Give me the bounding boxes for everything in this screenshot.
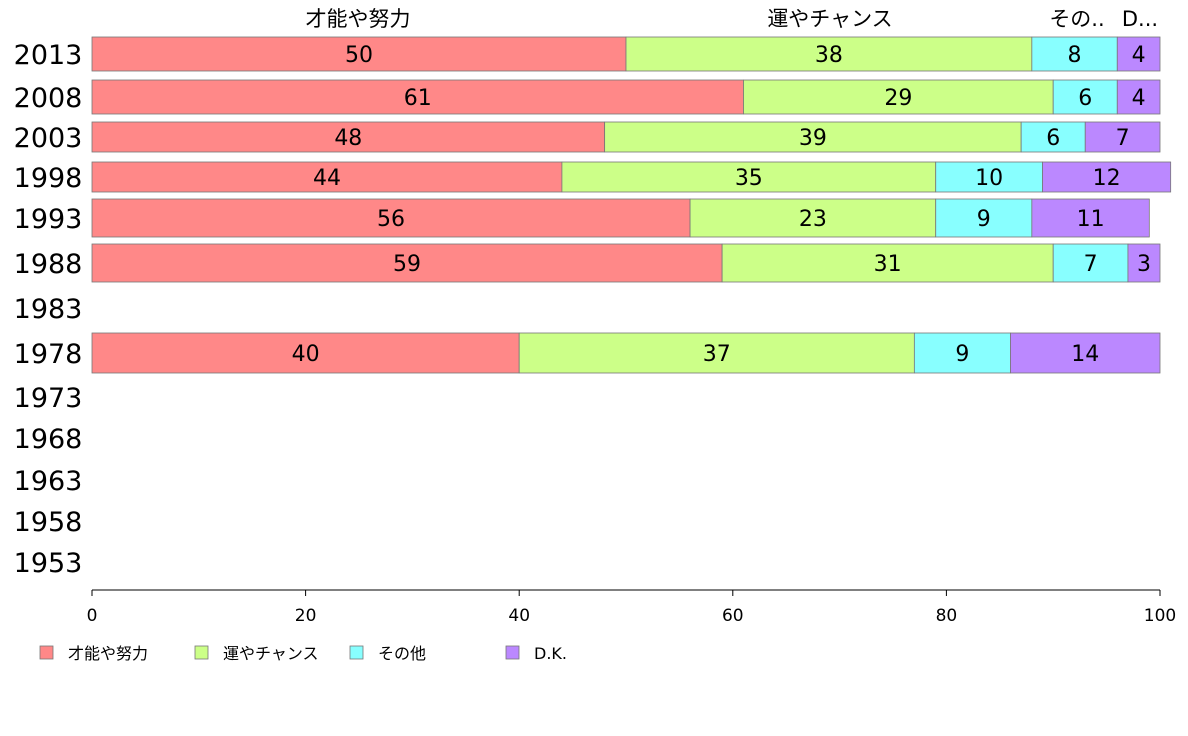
data-label-2003-series-3: 7 — [1116, 126, 1130, 151]
legend-label-1: 運やチャンス — [223, 644, 319, 663]
data-label-2013-series-0: 50 — [345, 43, 373, 68]
y-axis-labels: 2013 2008 2003 1998 1993 1988 1983 1978 1973 1968… — [14, 40, 83, 579]
legend-swatch-1 — [194, 645, 209, 660]
data-label-2008-series-0: 61 — [404, 86, 432, 111]
bar-1993-series-0 — [91, 198, 691, 238]
bar-1988-series-0 — [91, 243, 723, 283]
data-label-1998-series-2: 10 — [975, 166, 1003, 191]
bar-1993-series-2 — [935, 198, 1033, 238]
data-label-2003-series-1: 39 — [799, 126, 827, 151]
bar-1988-series-2 — [1052, 243, 1129, 283]
bar-1998-series-0 — [91, 161, 563, 193]
y-label-1963: 1963 — [14, 466, 83, 497]
y-label-2008: 2008 — [14, 83, 83, 114]
bar-2003-series-1 — [604, 121, 1022, 153]
data-label-2013-series-2: 8 — [1068, 43, 1082, 68]
legend-label-0: 才能や努力 — [68, 644, 148, 663]
legend-swatch-2 — [349, 645, 364, 660]
top-label-1: 運やチャンス — [767, 7, 892, 31]
y-label-1958: 1958 — [14, 507, 83, 538]
bar-1978-series-0 — [91, 332, 520, 374]
data-label-2008-series-3: 4 — [1132, 86, 1146, 111]
data-label-1978-series-0: 40 — [292, 342, 320, 367]
bar-2008-series-3 — [1116, 79, 1161, 115]
data-label-2013-series-1: 38 — [815, 43, 843, 68]
x-tick-label-0: 0 — [87, 606, 98, 626]
data-label-2008-series-2: 6 — [1078, 86, 1092, 111]
y-label-1978: 1978 — [14, 339, 83, 370]
bar-1998-series-1 — [561, 161, 937, 193]
x-axis: 0 20 40 60 80 100 — [87, 589, 1176, 626]
x-tick-label-40: 40 — [508, 606, 530, 626]
data-label-1978-series-1: 37 — [703, 342, 731, 367]
bar-1993-series-3 — [1031, 198, 1150, 238]
y-label-1983: 1983 — [14, 294, 83, 325]
bar-1978-series-3 — [1010, 332, 1161, 374]
y-label-1988: 1988 — [14, 249, 83, 280]
top-label-3: D... — [1122, 7, 1158, 31]
bar-2008-series-2 — [1052, 79, 1118, 115]
data-label-2013-series-3: 4 — [1132, 43, 1146, 68]
y-label-1953: 1953 — [14, 548, 83, 579]
bar-2013-series-0 — [91, 36, 627, 72]
legend-label-3: D.K. — [534, 644, 567, 663]
data-label-1993-series-1: 23 — [799, 207, 827, 232]
bar-2013-series-1 — [625, 36, 1033, 72]
x-tick-label-20: 20 — [295, 606, 317, 626]
x-tick-label-60: 60 — [722, 606, 744, 626]
y-label-1973: 1973 — [14, 383, 83, 414]
bar-2013-series-3 — [1116, 36, 1161, 72]
x-tick-label-80: 80 — [936, 606, 958, 626]
y-label-1998: 1998 — [14, 163, 83, 194]
legend: 才能や努力 運やチャンス その他 D.K. — [39, 644, 567, 663]
top-label-0: 才能や努力 — [306, 7, 411, 31]
data-label-1993-series-2: 9 — [977, 207, 991, 232]
legend-swatch-3 — [505, 645, 520, 660]
data-label-1993-series-3: 11 — [1077, 207, 1105, 232]
top-label-2: その.. — [1049, 7, 1104, 31]
data-label-1988-series-1: 31 — [874, 252, 902, 277]
bar-2003-series-3 — [1084, 121, 1161, 153]
y-label-2013: 2013 — [14, 40, 83, 71]
bar-2013-series-2 — [1031, 36, 1118, 72]
bar-1978-series-2 — [913, 332, 1011, 374]
bar-1993-series-1 — [689, 198, 937, 238]
bar-2008-series-1 — [743, 79, 1054, 115]
data-label-1998-series-1: 35 — [735, 166, 763, 191]
y-label-1968: 1968 — [14, 424, 83, 455]
data-label-2003-series-2: 6 — [1046, 126, 1060, 151]
data-label-1998-series-3: 12 — [1093, 166, 1121, 191]
bar-1988-series-3 — [1127, 243, 1161, 283]
legend-label-2: その他 — [378, 644, 426, 663]
data-label-1988-series-3: 3 — [1137, 252, 1151, 277]
data-label-1988-series-2: 7 — [1084, 252, 1098, 277]
data-label-1978-series-2: 9 — [955, 342, 969, 367]
y-label-1993: 1993 — [14, 204, 83, 235]
legend-swatch-0 — [39, 645, 54, 660]
y-label-2003: 2003 — [14, 123, 83, 154]
bar-1998-series-3 — [1042, 161, 1172, 193]
top-series-labels: 才能や努力 運やチャンス その.. D... — [306, 7, 1159, 31]
data-label-1993-series-0: 56 — [377, 207, 405, 232]
data-label-2003-series-0: 48 — [334, 126, 362, 151]
bar-2003-series-0 — [91, 121, 606, 153]
bar-1988-series-1 — [721, 243, 1054, 283]
data-label-1988-series-0: 59 — [393, 252, 421, 277]
x-tick-label-100: 100 — [1144, 606, 1176, 626]
bar-2008-series-0 — [91, 79, 744, 115]
data-label-2008-series-1: 29 — [884, 86, 912, 111]
data-label-1998-series-0: 44 — [313, 166, 341, 191]
data-label-1978-series-3: 14 — [1071, 342, 1099, 367]
